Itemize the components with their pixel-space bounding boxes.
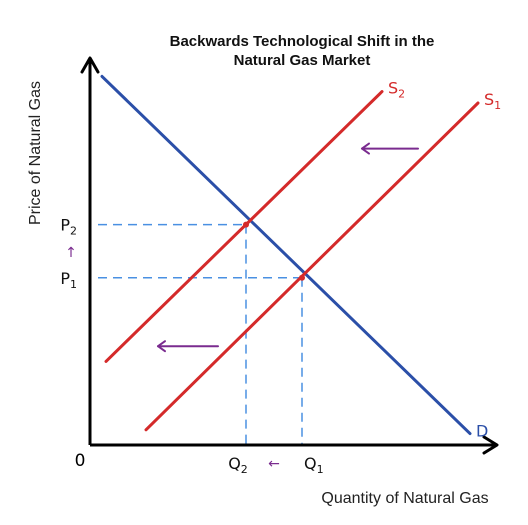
axes xyxy=(80,56,499,455)
curves xyxy=(100,74,480,436)
x-axis-arrowhead xyxy=(482,435,499,455)
quantity-decrease-arrow: ← xyxy=(268,456,280,472)
equilibrium-point-1 xyxy=(299,274,305,281)
price-label-p2: P2 xyxy=(60,216,77,238)
shift-arrow-head-1 xyxy=(361,142,370,155)
curve-label-d: D xyxy=(476,422,488,441)
price-increase-arrow: ↑ xyxy=(65,245,77,261)
curve-label-s2: S2 xyxy=(388,79,405,101)
y-axis-label: Price of Natural Gas xyxy=(27,81,44,225)
curve-s1 xyxy=(144,101,480,432)
quantity-label-q2: Q2 xyxy=(228,454,248,476)
chart-labels: S2 S1 D P1 Q1 P2 Q2 ↑ ← xyxy=(60,79,501,476)
chart-title-line1: Backwards Technological Shift in the xyxy=(170,33,435,50)
equilibrium-guides xyxy=(98,223,303,445)
origin-label: 0 xyxy=(75,451,86,471)
curve-d xyxy=(100,74,472,436)
curve-label-s1: S1 xyxy=(484,90,501,112)
x-axis-label: Quantity of Natural Gas xyxy=(321,490,488,507)
y-axis-arrowhead xyxy=(80,56,100,74)
equilibrium-point-2 xyxy=(243,221,249,228)
price-label-p1: P1 xyxy=(60,269,77,291)
quantity-label-q1: Q1 xyxy=(304,454,324,476)
chart-title-line2: Natural Gas Market xyxy=(234,52,371,69)
shift-arrow-head-2 xyxy=(157,340,166,353)
shift-arrows xyxy=(157,142,419,353)
